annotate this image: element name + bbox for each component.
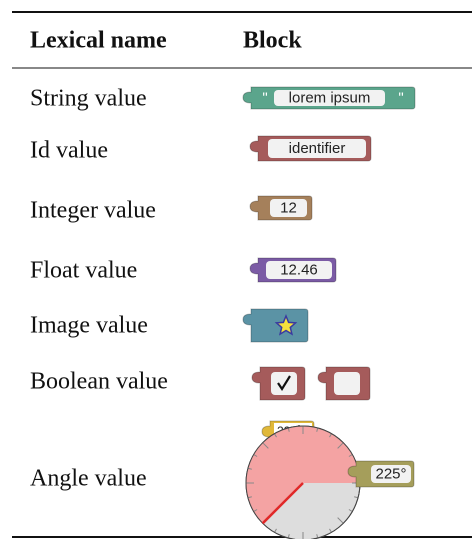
field-text: 12.46 (280, 262, 318, 279)
header-cell: Block (243, 28, 302, 54)
field-box (266, 261, 332, 279)
quote: " (398, 90, 403, 107)
field-text: identifier (289, 140, 346, 157)
block (242, 308, 309, 343)
dial-tick (316, 427, 319, 432)
dial-tick (274, 528, 277, 533)
dial-tick (348, 454, 353, 457)
row-name: Id value (30, 138, 108, 164)
dial-tick (329, 528, 332, 533)
field-text: 225° (375, 466, 406, 483)
dial-tick (247, 496, 252, 499)
dial-tick (287, 534, 290, 539)
star-icon (274, 314, 298, 336)
check-mark (277, 375, 291, 392)
dial-tick (287, 427, 290, 432)
dial-tick (337, 442, 344, 449)
dial-tick (337, 517, 344, 524)
checkbox (334, 372, 360, 395)
field-text: 12 (280, 200, 297, 217)
row-name: Angle value (30, 466, 147, 492)
row-name: String value (30, 86, 147, 112)
dial-hand (261, 482, 304, 525)
header-cell: Lexical name (30, 28, 167, 54)
dial-tick (354, 496, 359, 499)
checkbox (271, 372, 297, 395)
dial-tick (262, 442, 269, 449)
dial-tick (274, 433, 277, 438)
field-box (274, 90, 385, 106)
row-name: Boolean value (30, 369, 168, 395)
row-name: Image value (30, 313, 148, 339)
dial-tick (348, 509, 353, 512)
row-name: Float value (30, 258, 137, 284)
dial-sector (246, 426, 360, 524)
field-box (371, 465, 411, 483)
quote: " (262, 90, 267, 107)
field-box (270, 199, 307, 217)
field-box (268, 139, 366, 158)
field-text: lorem ipsum (289, 90, 371, 107)
dial-tick (316, 534, 319, 539)
row-name: Integer value (30, 198, 156, 224)
dial-tick (247, 467, 252, 470)
dial-tick (253, 509, 258, 512)
dial-tick (329, 433, 332, 438)
dial-tick (253, 454, 258, 457)
